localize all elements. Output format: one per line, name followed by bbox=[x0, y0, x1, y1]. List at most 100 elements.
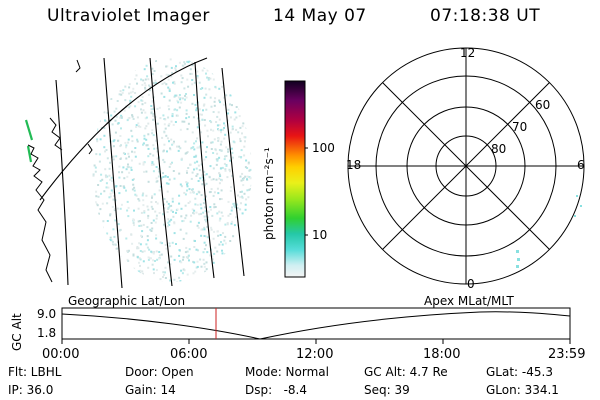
speckle-dot bbox=[135, 74, 138, 77]
speckle-dot bbox=[184, 62, 186, 65]
speckle-dot bbox=[133, 68, 136, 71]
speckle-dot bbox=[230, 265, 233, 268]
speckle-dot bbox=[144, 86, 147, 89]
speckle-dot bbox=[106, 220, 109, 222]
geographic-image-panel bbox=[24, 57, 252, 289]
speckle-dot bbox=[128, 155, 130, 158]
speckle-dot bbox=[189, 68, 192, 71]
speckle-dot bbox=[162, 158, 165, 161]
speckle-dot bbox=[186, 185, 189, 188]
speckle-dot bbox=[196, 76, 199, 79]
speckle-dot bbox=[95, 123, 98, 126]
speckle-dot bbox=[251, 102, 252, 105]
orbit-altitude-strip bbox=[61, 307, 571, 344]
speckle-dot bbox=[203, 66, 206, 69]
speckle-dot bbox=[223, 239, 226, 242]
speckle-dot bbox=[131, 140, 134, 143]
speckle-dot bbox=[117, 256, 120, 259]
speckle-dot bbox=[126, 258, 129, 261]
speckle-dot bbox=[111, 179, 113, 182]
speckle-dot bbox=[215, 121, 218, 123]
speckle-dot bbox=[229, 62, 232, 64]
speckle-dot bbox=[167, 207, 170, 210]
speckle-dot bbox=[211, 255, 214, 258]
speckle-dot bbox=[98, 272, 101, 275]
speckle-dot bbox=[194, 203, 197, 206]
speckle-dot bbox=[229, 103, 231, 106]
speckle-dot bbox=[163, 274, 165, 276]
speckle-dot bbox=[105, 267, 108, 270]
speckle-dot bbox=[241, 232, 244, 235]
speckle-dot bbox=[147, 266, 150, 269]
speckle-dot bbox=[109, 192, 112, 195]
speckle-dot bbox=[109, 276, 112, 279]
gc-alt-status: GC Alt: 4.7 Re bbox=[364, 365, 448, 379]
speckle-dot bbox=[106, 76, 109, 79]
speckle-dot bbox=[124, 273, 127, 276]
altitude-curve bbox=[61, 311, 571, 340]
speckle-dot bbox=[243, 154, 246, 157]
speckle-dot bbox=[152, 113, 155, 115]
speckle-dot bbox=[102, 220, 105, 223]
speckle-dot bbox=[133, 189, 136, 192]
speckle-dot bbox=[95, 203, 98, 205]
speckle-dot bbox=[244, 140, 246, 143]
speckle-dot bbox=[163, 130, 166, 133]
speckle-dot bbox=[191, 79, 194, 81]
speckle-dot bbox=[166, 225, 169, 228]
speckle-dot bbox=[133, 186, 136, 189]
speckle-dot bbox=[171, 241, 174, 244]
speckle-dot bbox=[195, 175, 198, 177]
speckle-dot bbox=[173, 80, 176, 83]
speckle-dot bbox=[243, 248, 246, 250]
speckle-dot bbox=[189, 200, 192, 203]
speckle-dot bbox=[239, 140, 242, 143]
speckle-dot bbox=[203, 235, 206, 237]
speckle-dot bbox=[205, 261, 208, 264]
speckle-dot bbox=[153, 193, 156, 196]
speckle-dot bbox=[226, 176, 229, 179]
speckle-dot bbox=[103, 146, 106, 149]
speckle-dot bbox=[124, 152, 126, 155]
speckle-dot bbox=[133, 151, 136, 154]
speckle-dot bbox=[107, 276, 110, 279]
speckle-dot bbox=[136, 274, 139, 276]
speckle-dot bbox=[98, 153, 101, 156]
speckle-dot bbox=[110, 114, 113, 117]
speckle-dot bbox=[119, 185, 122, 187]
mlt-label-6: 6 bbox=[577, 158, 585, 172]
speckle-dot bbox=[165, 247, 168, 250]
speckle-dot bbox=[139, 220, 141, 222]
speckle-dot bbox=[186, 182, 189, 185]
speckle-dot bbox=[99, 251, 102, 254]
speckle-dot bbox=[99, 138, 102, 141]
speckle-dot bbox=[192, 190, 194, 193]
speckle-dot bbox=[216, 187, 219, 190]
speckle-dot bbox=[121, 65, 124, 68]
speckle-dot bbox=[103, 93, 106, 96]
speckle-dot bbox=[210, 128, 212, 131]
speckle-dot bbox=[218, 182, 221, 185]
speckle-dot bbox=[218, 243, 221, 246]
speckle-dot bbox=[114, 243, 117, 246]
speckle-dot bbox=[208, 77, 210, 80]
speckle-dot bbox=[139, 264, 141, 267]
speckle-dot bbox=[170, 209, 173, 212]
speckle-dot bbox=[201, 183, 204, 186]
speckle-dot bbox=[244, 166, 247, 169]
speckle-dot bbox=[95, 153, 98, 156]
speckle-dot bbox=[135, 124, 138, 127]
speckle-dot bbox=[232, 235, 235, 238]
speckle-dot bbox=[133, 274, 136, 277]
speckle-dot bbox=[181, 220, 184, 223]
speckle-dot bbox=[109, 68, 112, 71]
speckle-dot bbox=[111, 265, 114, 268]
speckle-dot bbox=[114, 65, 116, 68]
speckle-dot bbox=[146, 246, 149, 249]
speckle-dot bbox=[213, 104, 216, 107]
speckle-dot bbox=[121, 171, 124, 174]
speckle-dot bbox=[172, 170, 175, 172]
speckle-dot bbox=[227, 82, 230, 84]
speckle-dot bbox=[226, 223, 229, 226]
speckle-dot bbox=[241, 132, 243, 135]
